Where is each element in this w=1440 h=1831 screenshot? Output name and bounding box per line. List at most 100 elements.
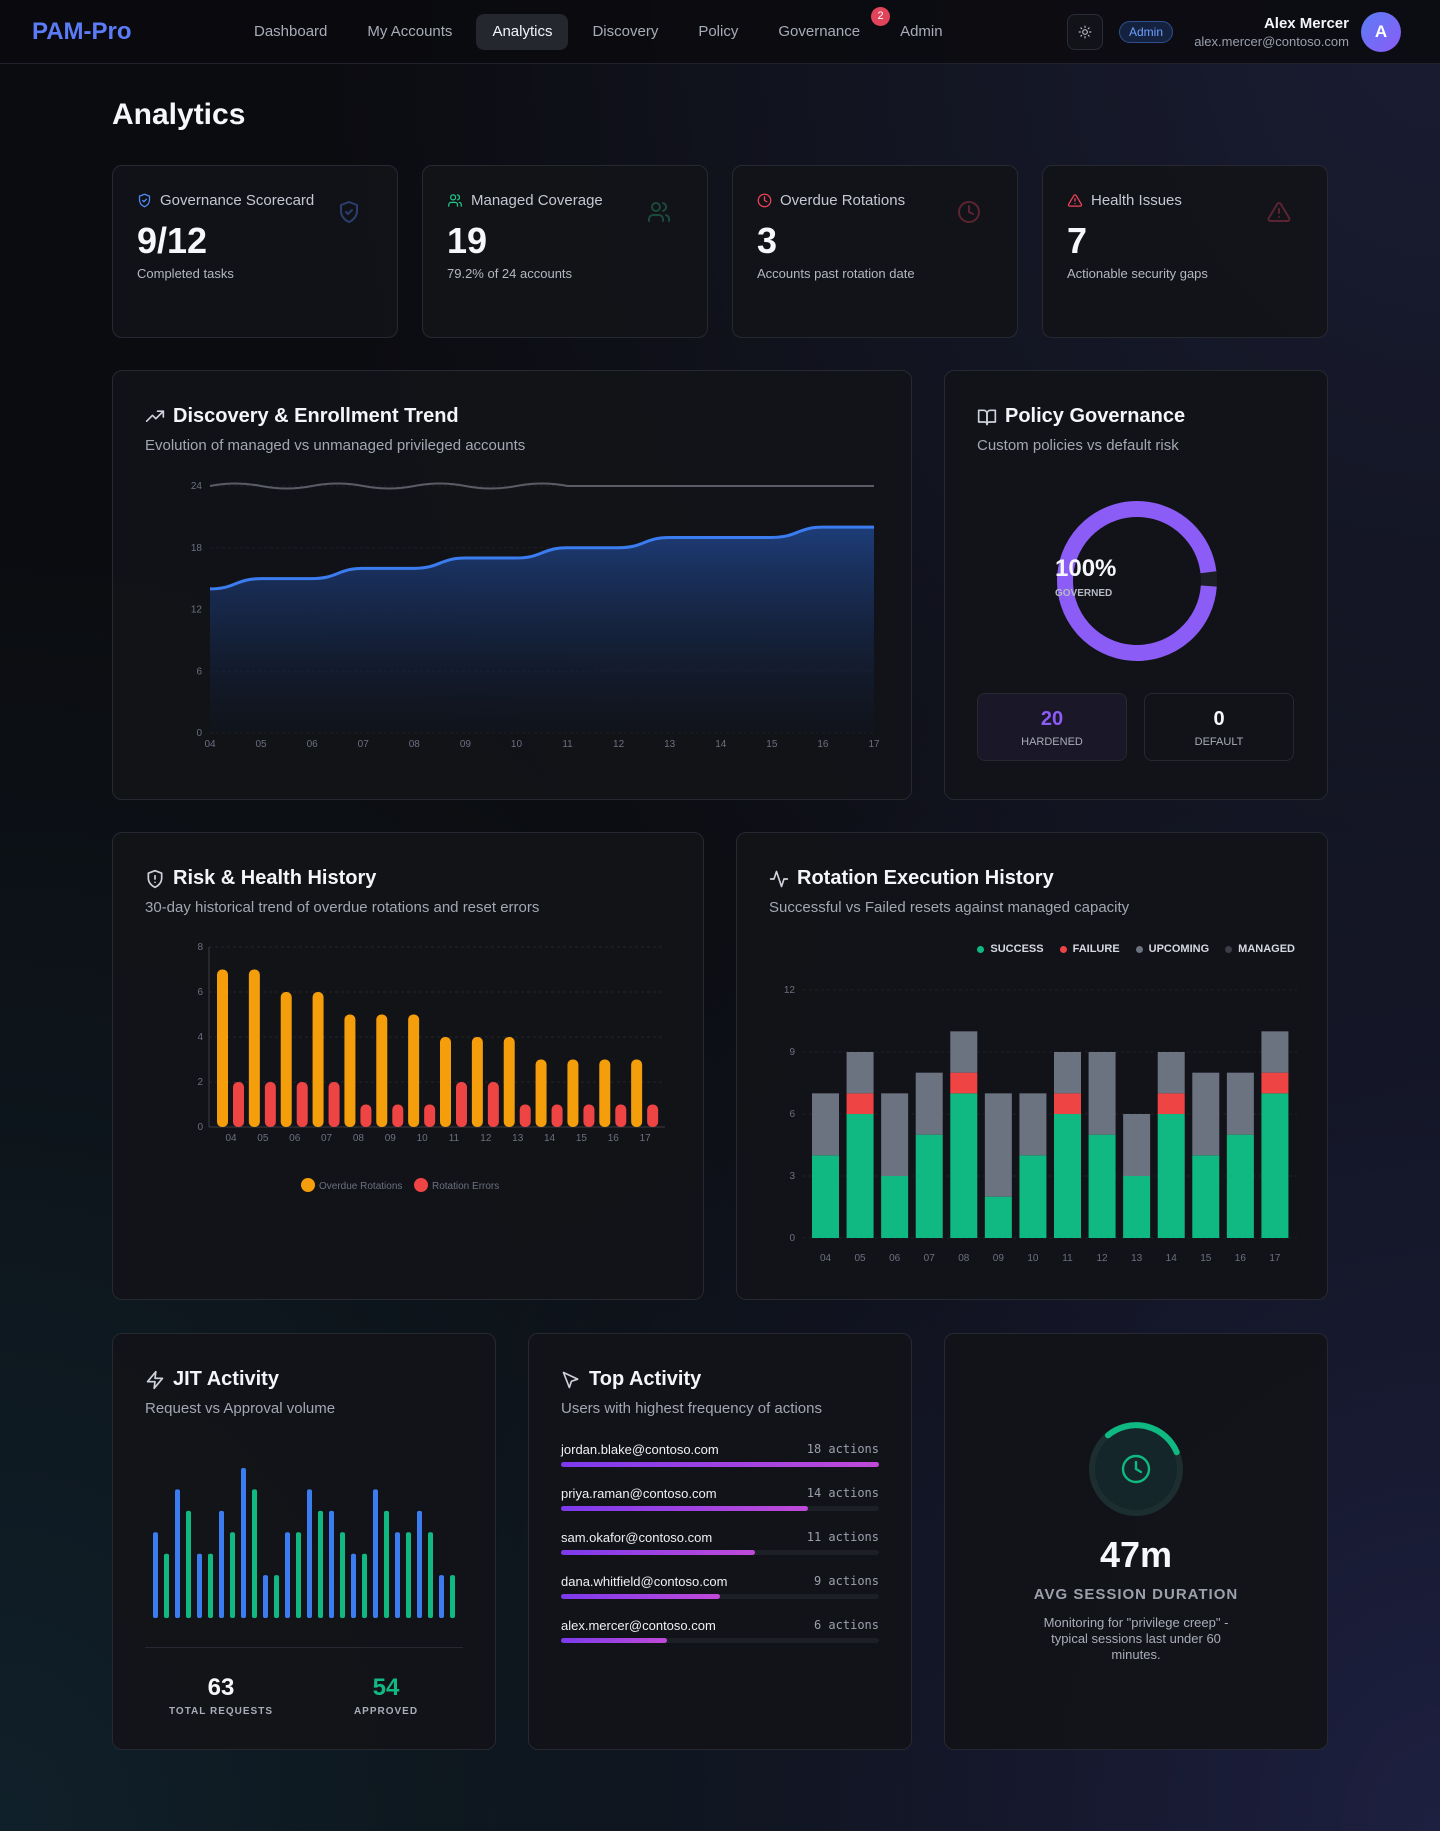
bar-approvals [340, 1532, 345, 1618]
x-tick-label: 07 [321, 1133, 333, 1144]
x-tick-label: 13 [512, 1133, 524, 1144]
legend-swatch [977, 945, 985, 953]
x-tick-label: 13 [664, 739, 676, 750]
activity-bar-fill [561, 1462, 879, 1467]
trending-up-icon [145, 409, 165, 422]
bar-segment-failure [950, 1072, 978, 1094]
policy-governance-panel: Policy Governance Custom policies vs def… [944, 370, 1328, 800]
list-item[interactable]: priya.raman@contoso.com 14 actions [561, 1486, 879, 1530]
bar-segment-upcoming [1261, 1031, 1289, 1073]
nav-link-analytics[interactable]: Analytics [476, 14, 569, 50]
stat-value: 3 [757, 220, 778, 261]
x-tick-label: 12 [480, 1133, 492, 1144]
stat-subtext: 79.2% of 24 accounts [447, 266, 573, 281]
x-tick-label: 16 [1235, 1253, 1247, 1264]
legend-success[interactable]: SUCCESS [977, 943, 1044, 955]
shield-alert-icon [147, 869, 163, 888]
jit-bar-chart [153, 1468, 455, 1618]
stat-subtext: Completed tasks [137, 266, 234, 281]
list-item[interactable]: jordan.blake@contoso.com 18 actions [561, 1442, 879, 1486]
x-tick-label: 17 [868, 739, 880, 750]
governed-donut: 100% GOVERNED [1055, 499, 1219, 663]
activity-count: 6 actions [813, 1618, 879, 1632]
session-value: 47m [1099, 1534, 1173, 1575]
stat-value: 7 [1067, 220, 1088, 261]
x-tick-label: 14 [1166, 1253, 1178, 1264]
y-tick-label: 18 [191, 543, 203, 554]
legend-upcoming[interactable]: UPCOMING [1135, 943, 1209, 955]
divider [145, 1647, 463, 1648]
user-email: alex.mercer@contoso.com [1194, 34, 1349, 49]
clock-icon [1121, 1454, 1151, 1484]
bar-segment-upcoming [881, 1093, 909, 1176]
bar-approvals [362, 1553, 367, 1618]
panel-title-row: Policy Governance [977, 405, 1185, 428]
session-ring [1089, 1422, 1183, 1516]
hardened-label: HARDENED [1021, 736, 1083, 748]
shield-check-icon [138, 193, 151, 208]
avatar[interactable]: A [1361, 12, 1401, 52]
bar-segment-success [1226, 1134, 1254, 1238]
bar-overdue-rotations [503, 1037, 515, 1127]
activity-user: alex.mercer@contoso.com [561, 1618, 716, 1633]
bar-segment-success [950, 1093, 978, 1238]
nav-link-discovery[interactable]: Discovery [592, 23, 659, 40]
list-item[interactable]: sam.okafor@contoso.com 11 actions [561, 1530, 879, 1574]
activity-user: jordan.blake@contoso.com [561, 1442, 719, 1457]
x-tick-label: 10 [417, 1133, 429, 1144]
bar-rotation-errors [615, 1104, 627, 1127]
theme-toggle-button[interactable] [1067, 14, 1103, 50]
nav-link-dashboard[interactable]: Dashboard [254, 23, 328, 40]
list-item[interactable]: alex.mercer@contoso.com 6 actions [561, 1618, 879, 1662]
x-tick-label: 08 [409, 739, 421, 750]
stat-label: Governance Scorecard [160, 192, 315, 209]
legend-label: MANAGED [1238, 943, 1295, 955]
bar-overdue-rotations [535, 1059, 547, 1127]
stat-label-row: Overdue Rotations [757, 192, 905, 209]
users-icon [448, 194, 462, 207]
x-tick-label: 10 [1027, 1253, 1039, 1264]
total-series-line [209, 482, 874, 490]
bar-rotation-errors [551, 1104, 563, 1127]
y-tick-label: 3 [789, 1171, 795, 1182]
x-tick-label: 06 [307, 739, 319, 750]
bar-requests [373, 1489, 378, 1618]
y-tick-label: 12 [191, 605, 203, 616]
panel-title-row: Discovery & Enrollment Trend [145, 405, 459, 428]
y-tick-label: 6 [196, 666, 202, 677]
nav-link-policy[interactable]: Policy [698, 23, 739, 40]
bar-approvals [230, 1532, 235, 1618]
nav-link-admin[interactable]: Admin [900, 23, 943, 40]
bar-segment-failure [1157, 1093, 1185, 1114]
bar-requests [153, 1532, 158, 1618]
legend-swatch [414, 1178, 428, 1192]
bar-requests [263, 1575, 268, 1618]
legend-failure[interactable]: FAILURE [1059, 943, 1120, 955]
bar-segment-success [812, 1155, 839, 1238]
jit-activity-panel: JIT Activity Request vs Approval volume … [112, 1333, 496, 1750]
bar-rotation-errors [487, 1082, 499, 1127]
stat-card-managed-coverage: Managed Coverage 19 79.2% of 24 accounts [422, 165, 708, 338]
x-tick-label: 11 [449, 1133, 460, 1144]
legend-label: Overdue Rotations [319, 1181, 402, 1192]
users-icon [648, 202, 671, 222]
legend-managed[interactable]: MANAGED [1225, 943, 1295, 955]
nav-link-governance[interactable]: Governance 2 [762, 7, 891, 50]
alert-triangle-icon [1267, 201, 1291, 222]
stat-card-overdue-rotations: Overdue Rotations 3 Accounts past rotati… [732, 165, 1018, 338]
bar-segment-success [1157, 1114, 1185, 1238]
shield-check-icon [340, 201, 358, 223]
nav-link-my-accounts[interactable]: My Accounts [367, 23, 453, 40]
hardened-box: 20 HARDENED [977, 693, 1127, 761]
brand-logo[interactable]: PAM-Pro [32, 18, 132, 45]
x-tick-label: 14 [715, 739, 727, 750]
bar-requests [175, 1489, 180, 1618]
bar-segment-upcoming [984, 1093, 1012, 1197]
activity-bar-fill [561, 1550, 756, 1555]
activity-count: 11 actions [806, 1530, 879, 1544]
jit-total-requests: 63 TOTAL REQUESTS [146, 1674, 296, 1717]
top-activity-panel: Top Activity Users with highest frequenc… [528, 1333, 912, 1750]
activity-bar-track [561, 1550, 879, 1555]
list-item[interactable]: dana.whitfield@contoso.com 9 actions [561, 1574, 879, 1618]
bar-segment-upcoming [1157, 1052, 1185, 1094]
